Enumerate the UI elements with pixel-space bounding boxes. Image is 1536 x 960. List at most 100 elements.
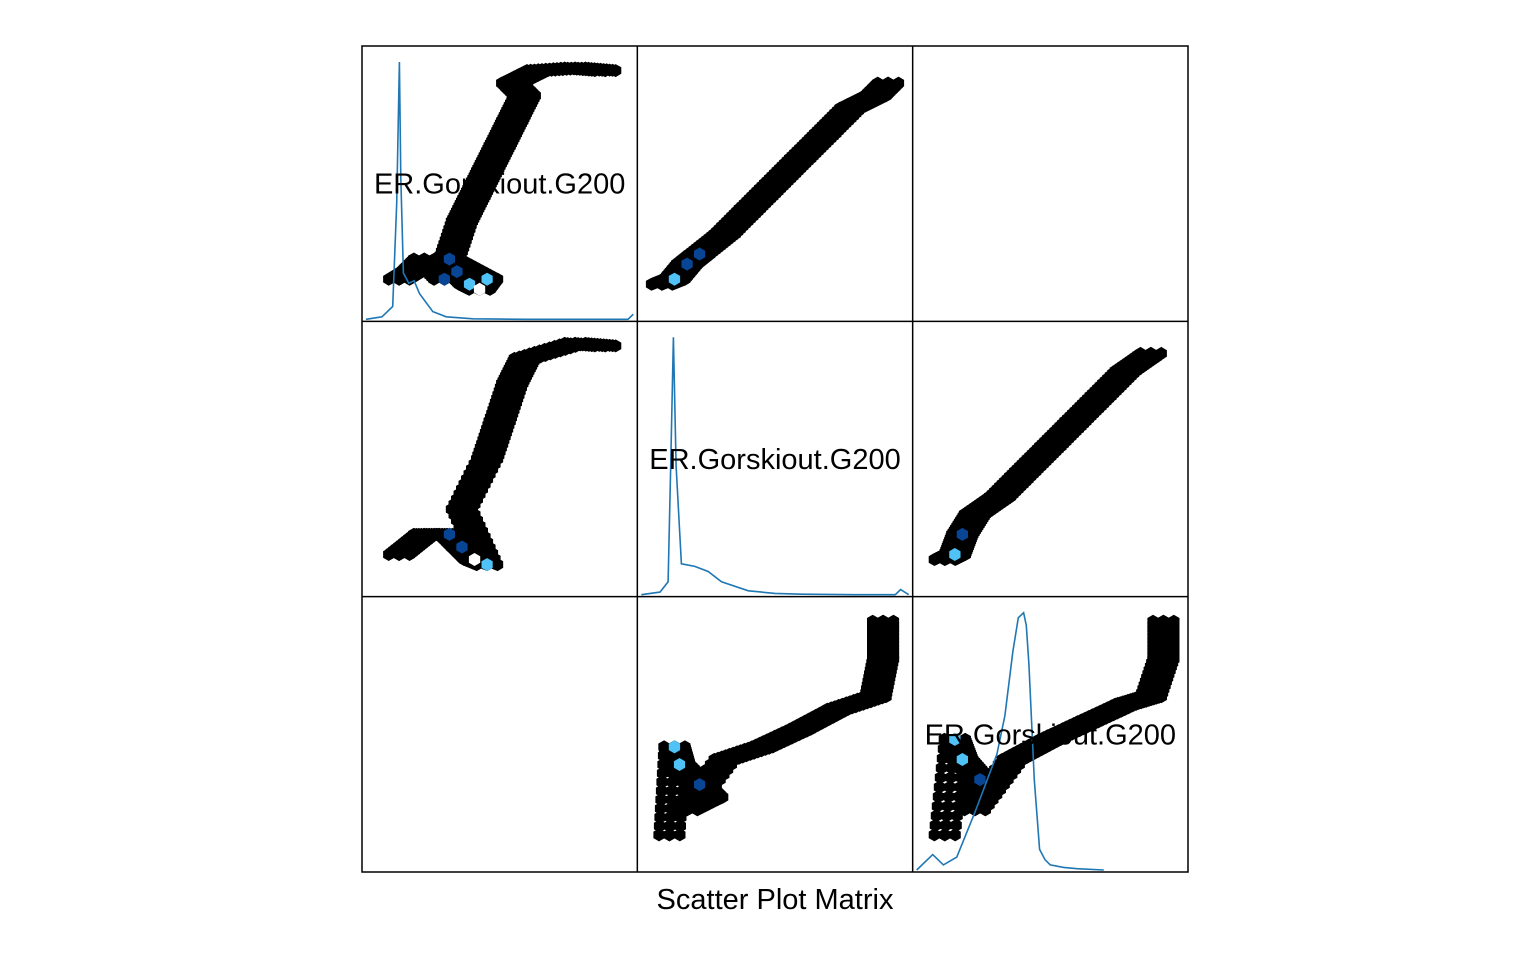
hexbin-cell xyxy=(1168,614,1180,628)
hexbin-cell xyxy=(506,76,518,90)
hexbin-cell xyxy=(949,732,961,746)
hexbin-cell xyxy=(933,780,945,794)
hexbin-cell xyxy=(438,272,450,286)
hexbin-cell xyxy=(1069,414,1082,428)
hexbin-cell xyxy=(944,780,956,794)
hexbin-cell xyxy=(406,265,418,279)
hexbin-cell xyxy=(519,352,531,365)
hexbin-cell xyxy=(949,828,961,842)
hexbin-cell xyxy=(844,101,856,115)
hexbin-cell xyxy=(950,818,962,832)
hexbin-cell xyxy=(956,527,968,541)
hexbin-cell xyxy=(1155,346,1167,360)
hexbin-cell xyxy=(506,114,518,128)
hexbin-cell xyxy=(719,227,731,241)
hexbin-cell xyxy=(668,272,681,286)
hexbin-cell xyxy=(569,61,581,75)
hexbin-cell xyxy=(1147,614,1159,628)
hexbin-cell xyxy=(1157,652,1170,666)
hexbin-cell xyxy=(939,828,951,842)
hexbin-cell xyxy=(468,553,481,566)
hexbin-cell xyxy=(892,76,905,90)
hexbin-cell xyxy=(694,778,706,792)
hexbin-cell xyxy=(531,64,543,78)
hexbin-cell xyxy=(1007,753,1019,766)
hexbin-cell xyxy=(674,819,686,833)
hexbin-panel xyxy=(383,61,622,296)
hexbin-cell xyxy=(929,818,941,832)
hexbin-cell xyxy=(589,339,601,353)
chart-title: Scatter Plot Matrix xyxy=(656,884,894,916)
hexbin-cell xyxy=(942,799,954,813)
hexbin-cell xyxy=(719,753,731,766)
hexbin-cell xyxy=(943,790,955,804)
hexbin-cell xyxy=(1044,732,1056,746)
hexbin-cell xyxy=(935,761,947,775)
hexbin-cell xyxy=(1044,439,1056,453)
hexbin-cell xyxy=(932,790,944,804)
hexbin-cell xyxy=(994,490,1006,504)
hexbin-cell xyxy=(463,277,476,291)
hexbin-cell xyxy=(928,828,940,842)
hexbin-cell xyxy=(653,819,666,833)
hexbin-cell xyxy=(481,164,493,178)
hexbin-cell xyxy=(794,722,806,736)
hexbin-cell xyxy=(694,247,706,261)
variable-label: ER.Gorskiout.G200 xyxy=(925,719,1176,751)
hexbin-cell xyxy=(877,614,889,628)
hexbin-cell xyxy=(610,64,622,78)
hexbin-cell xyxy=(1145,346,1157,360)
hexbin-cell xyxy=(681,257,693,271)
hexbin-cell xyxy=(1082,715,1094,729)
hexbin-cell xyxy=(456,502,468,516)
hexbin-cell xyxy=(867,614,879,628)
hexbin-cell xyxy=(569,336,581,350)
hexbin-cell xyxy=(468,189,481,203)
hexbin-cell xyxy=(1019,465,1031,479)
hexbin-cell xyxy=(706,790,718,804)
hexbin-cell xyxy=(656,775,668,789)
hexbin-cell xyxy=(869,89,882,103)
matrix-frame xyxy=(361,45,1189,873)
hexbin-cell xyxy=(456,214,468,228)
hexbin-cell xyxy=(451,265,463,279)
hexbin-panel xyxy=(383,336,622,572)
hexbin-cell xyxy=(934,771,946,785)
hexbin-cell xyxy=(974,773,986,787)
hexbin-cell xyxy=(456,540,468,554)
hexbin-cell xyxy=(418,252,430,266)
hexbin-panel xyxy=(653,614,900,842)
hexbin-cell xyxy=(506,377,518,391)
hexbin-cell xyxy=(949,548,961,561)
hexbin-cell xyxy=(1145,690,1157,704)
hexbin-cell xyxy=(519,89,531,103)
hexbin-cell xyxy=(940,818,952,832)
hexbin-cell xyxy=(443,527,455,541)
hexbin-cell xyxy=(654,802,667,815)
hexbin-cell xyxy=(481,272,493,286)
hexbin-cell xyxy=(887,614,900,628)
hexbin-cell xyxy=(654,810,666,824)
hexbin-cell xyxy=(945,771,957,785)
hexbin-cell xyxy=(832,702,844,716)
hexbin-cell xyxy=(655,793,667,807)
hexbin-cell xyxy=(665,793,678,807)
hexbin-cell xyxy=(589,64,601,78)
hexbin-cell xyxy=(494,139,506,153)
hexbin-cell xyxy=(666,784,678,798)
hexbin-cell xyxy=(668,740,681,754)
hexbin-cell xyxy=(882,76,894,90)
hexbin-cell xyxy=(877,652,889,666)
hexbin-cell xyxy=(393,548,405,561)
hexbin-cell xyxy=(931,799,943,813)
hexbin-cell xyxy=(941,809,953,823)
hexbin-cell xyxy=(663,828,676,842)
density-curve xyxy=(641,337,910,596)
hexbin-cell xyxy=(599,339,611,353)
density-curve xyxy=(916,611,1104,871)
hexbin-cell xyxy=(1120,697,1132,711)
hexbin-cell xyxy=(872,76,884,90)
hexbin-cell xyxy=(656,766,669,780)
hexbin-cell xyxy=(393,272,405,286)
hexbin-cell xyxy=(1157,614,1170,628)
